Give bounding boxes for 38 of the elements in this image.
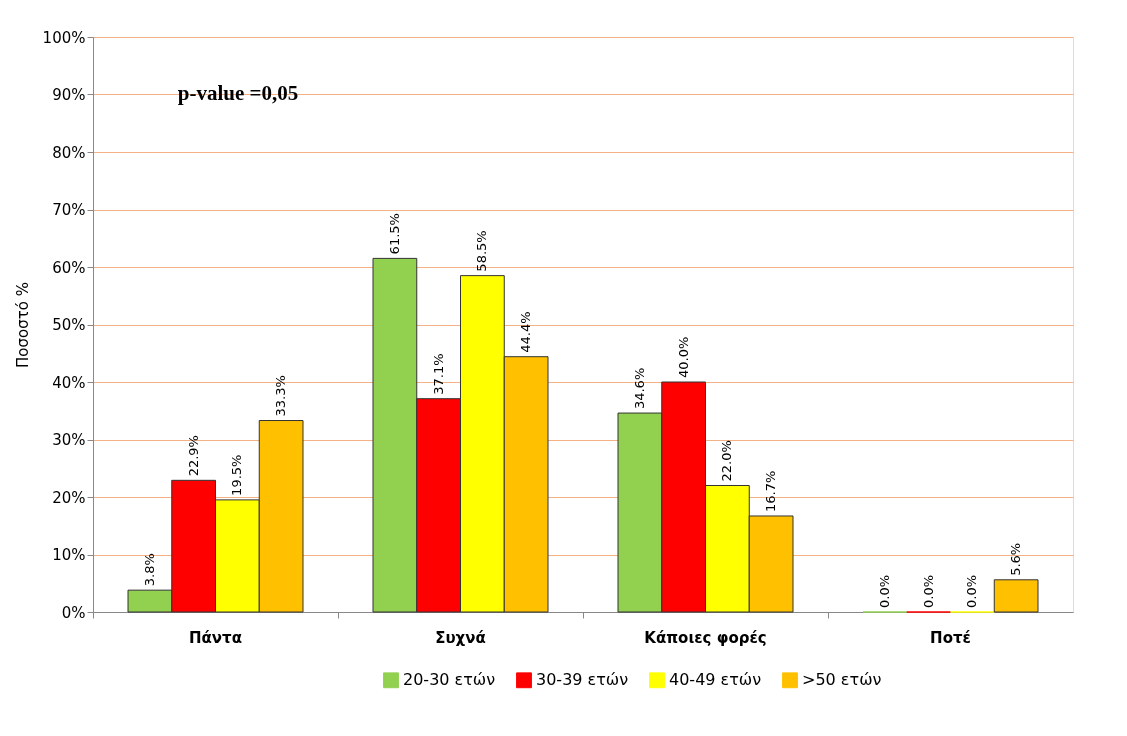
data-label: 22.0% [719,440,735,482]
y-tick-label: 60% [52,258,86,277]
y-tick-label: 40% [52,373,86,392]
data-label: 44.4% [518,311,534,353]
y-tick-label: 20% [52,488,86,507]
y-tick-label: 10% [52,546,86,564]
y-tick-label: 70% [52,201,86,219]
legend-label: 40-49 ετών [669,670,762,690]
x-tick-label: Κάποιες φορές [644,628,767,647]
data-label: 37.1% [430,353,446,395]
data-label: 34.6% [631,367,647,410]
legend-label: 20-30 ετών [403,670,496,690]
data-label: 58.5% [474,230,490,272]
y-tick-label: 50% [52,316,86,334]
annotation: p-value =0,05 [177,81,299,105]
data-label: 0.0% [876,574,892,608]
bar [993,579,1039,613]
y-tick-label: 90% [52,86,86,104]
x-tick-label: Συχνά [435,628,486,647]
y-tick-label: 0% [61,603,86,622]
data-label: 40.0% [675,336,691,378]
data-label: 19.5% [229,454,245,496]
data-label: 5.6% [1008,542,1024,576]
data-label: 3.8% [141,553,157,587]
data-label: 0.0% [964,574,980,608]
data-label: 22.9% [185,435,201,477]
y-tick-label: 30% [52,431,86,449]
y-tick-label: 80% [52,143,86,162]
legend-label: >50 ετών [802,670,882,690]
data-label: 33.3% [273,375,289,417]
data-label: 16.7% [763,470,779,512]
data-label: 61.5% [386,213,402,255]
data-label: 0.0% [920,574,936,608]
x-tick-label: Ποτέ [930,628,971,647]
legend-label: 30-39 ετών [536,670,629,690]
x-tick-label: Πάντα [189,628,242,647]
y-axis-title: Ποσοστό % [13,282,32,368]
y-tick-label: 100% [42,28,86,47]
